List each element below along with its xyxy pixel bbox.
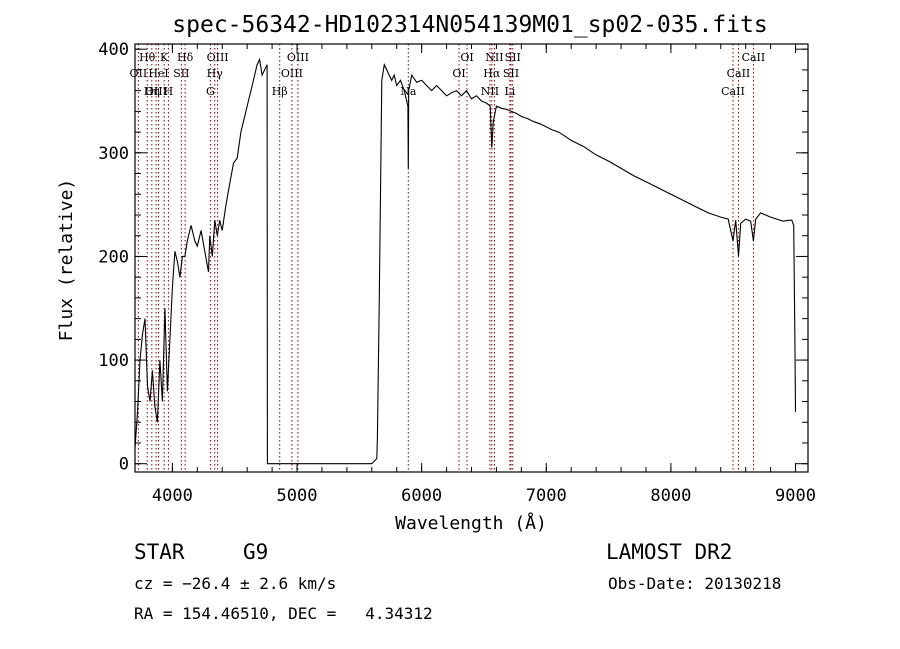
spectrum-line xyxy=(134,57,797,465)
line-label: Hα xyxy=(483,67,501,80)
spectrum-chart: spec-56342-HD102314N054139M01_sp02-035.f… xyxy=(56,12,816,534)
line-label: CaII xyxy=(742,51,766,64)
line-label: CaII xyxy=(721,85,745,98)
redshift-cz: cz = −26.4 ± 2.6 km/s xyxy=(134,574,337,593)
y-tick-label: 400 xyxy=(98,40,129,60)
x-axis-label: Wavelength (Å) xyxy=(395,512,547,534)
line-label: OIII xyxy=(145,85,167,98)
line-label: Hη xyxy=(144,85,160,98)
line-label: SII xyxy=(505,51,521,64)
subclass: G9 xyxy=(243,540,269,564)
line-label: NII xyxy=(485,51,503,64)
coordinates: RA = 154.46510, DEC = 4.34312 xyxy=(134,604,433,623)
line-label: H xyxy=(164,85,174,98)
line-label: Li xyxy=(504,85,515,98)
line-label: Hθ xyxy=(139,51,156,64)
line-label: OII xyxy=(130,67,148,80)
x-tick-label: 7000 xyxy=(526,486,567,506)
obs-date: Obs-Date: 20130218 xyxy=(608,574,782,593)
y-axis-label: Flux (relative) xyxy=(56,179,77,342)
y-tick-label: 200 xyxy=(98,247,129,267)
line-label: OIII xyxy=(281,67,303,80)
line-label: Hβ xyxy=(272,85,288,98)
line-label: SII xyxy=(173,67,189,80)
line-label: OI xyxy=(460,51,473,64)
line-label: K xyxy=(160,51,169,64)
x-tick-label: 4000 xyxy=(152,486,193,506)
line-markers xyxy=(137,44,754,472)
y-tick-label: 100 xyxy=(98,351,129,371)
line-label: G xyxy=(206,85,215,98)
line-label: SII xyxy=(503,67,519,80)
x-axis: 4000 5000 6000 7000 8000 9000 xyxy=(152,44,816,506)
y-axis: 0 100 200 300 400 xyxy=(98,40,808,475)
line-label: HeI xyxy=(148,67,168,80)
x-tick-label: 5000 xyxy=(277,486,318,506)
line-label: OI xyxy=(452,67,465,80)
line-label: CaII xyxy=(727,67,751,80)
line-label: Hγ xyxy=(207,67,224,80)
x-tick-label: 6000 xyxy=(401,486,442,506)
object-class: STAR xyxy=(134,540,185,564)
survey-name: LAMOST DR2 xyxy=(606,540,733,564)
plot-frame xyxy=(134,43,809,473)
chart-title: spec-56342-HD102314N054139M01_sp02-035.f… xyxy=(172,12,767,38)
line-label: OIII xyxy=(207,51,229,64)
line-label: NII xyxy=(481,85,499,98)
x-tick-label: 9000 xyxy=(775,486,816,506)
y-tick-label: 300 xyxy=(98,144,129,164)
line-label: Hδ xyxy=(177,51,194,64)
y-tick-label: 0 xyxy=(119,455,129,475)
x-tick-label: 8000 xyxy=(650,486,691,506)
line-label: OIII xyxy=(287,51,309,64)
